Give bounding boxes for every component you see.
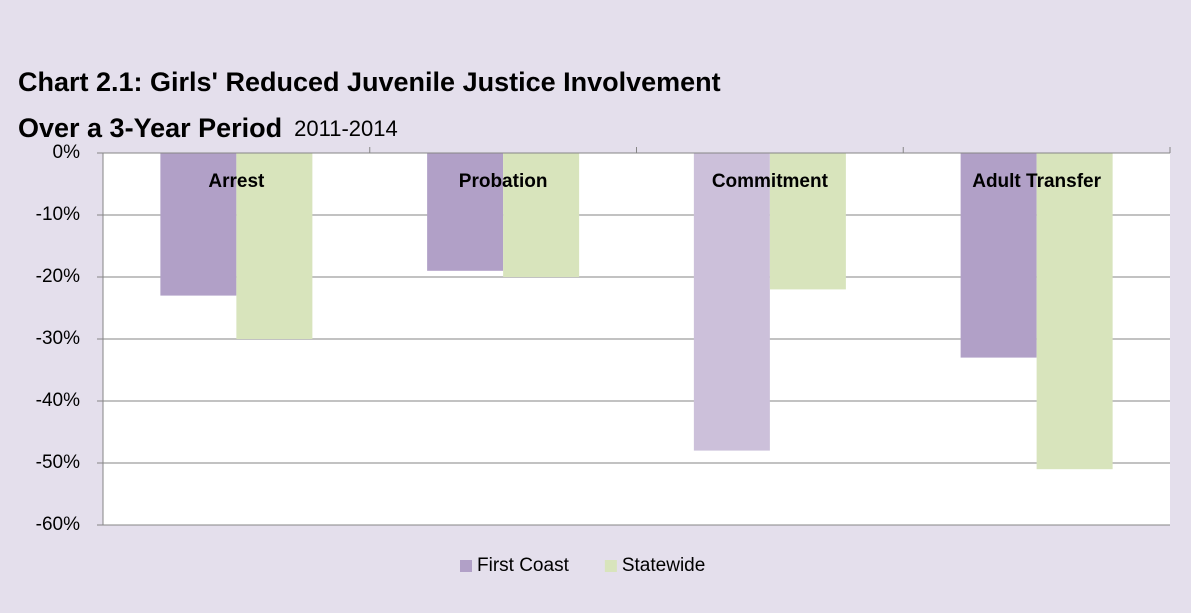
y-tick-label: -10% [36,204,80,225]
chart-title: Chart 2.1: Girls' Reduced Juvenile Justi… [18,67,721,97]
y-tick-label: -30% [36,328,80,349]
bar [769,153,846,290]
bar [160,153,237,296]
category-label: Probation [459,171,548,192]
category-label: Commitment [712,171,829,192]
y-tick-label: 0% [53,142,81,163]
chart-title-line: Over a 3-Year Period [18,113,282,143]
legend-label: Statewide [622,555,705,576]
bar [960,153,1037,358]
y-tick-label: -20% [36,266,80,287]
y-tick-label: -40% [36,390,80,411]
legend-swatch [604,560,617,572]
legend-swatch [460,560,472,572]
bar [1036,153,1113,470]
bar [503,153,580,277]
category-label: Adult Transfer [972,171,1101,192]
chart-subtitle: 2011-2014 [294,116,398,141]
bar [236,153,313,339]
category-label: Arrest [208,171,265,192]
bar [693,153,770,451]
chart-title: Over a 3-Year Period 2011-2014 [18,113,398,143]
legend-label: First Coast [477,555,570,576]
y-tick-label: -50% [36,452,80,473]
y-tick-label: -60% [36,514,80,535]
bar [427,153,504,271]
